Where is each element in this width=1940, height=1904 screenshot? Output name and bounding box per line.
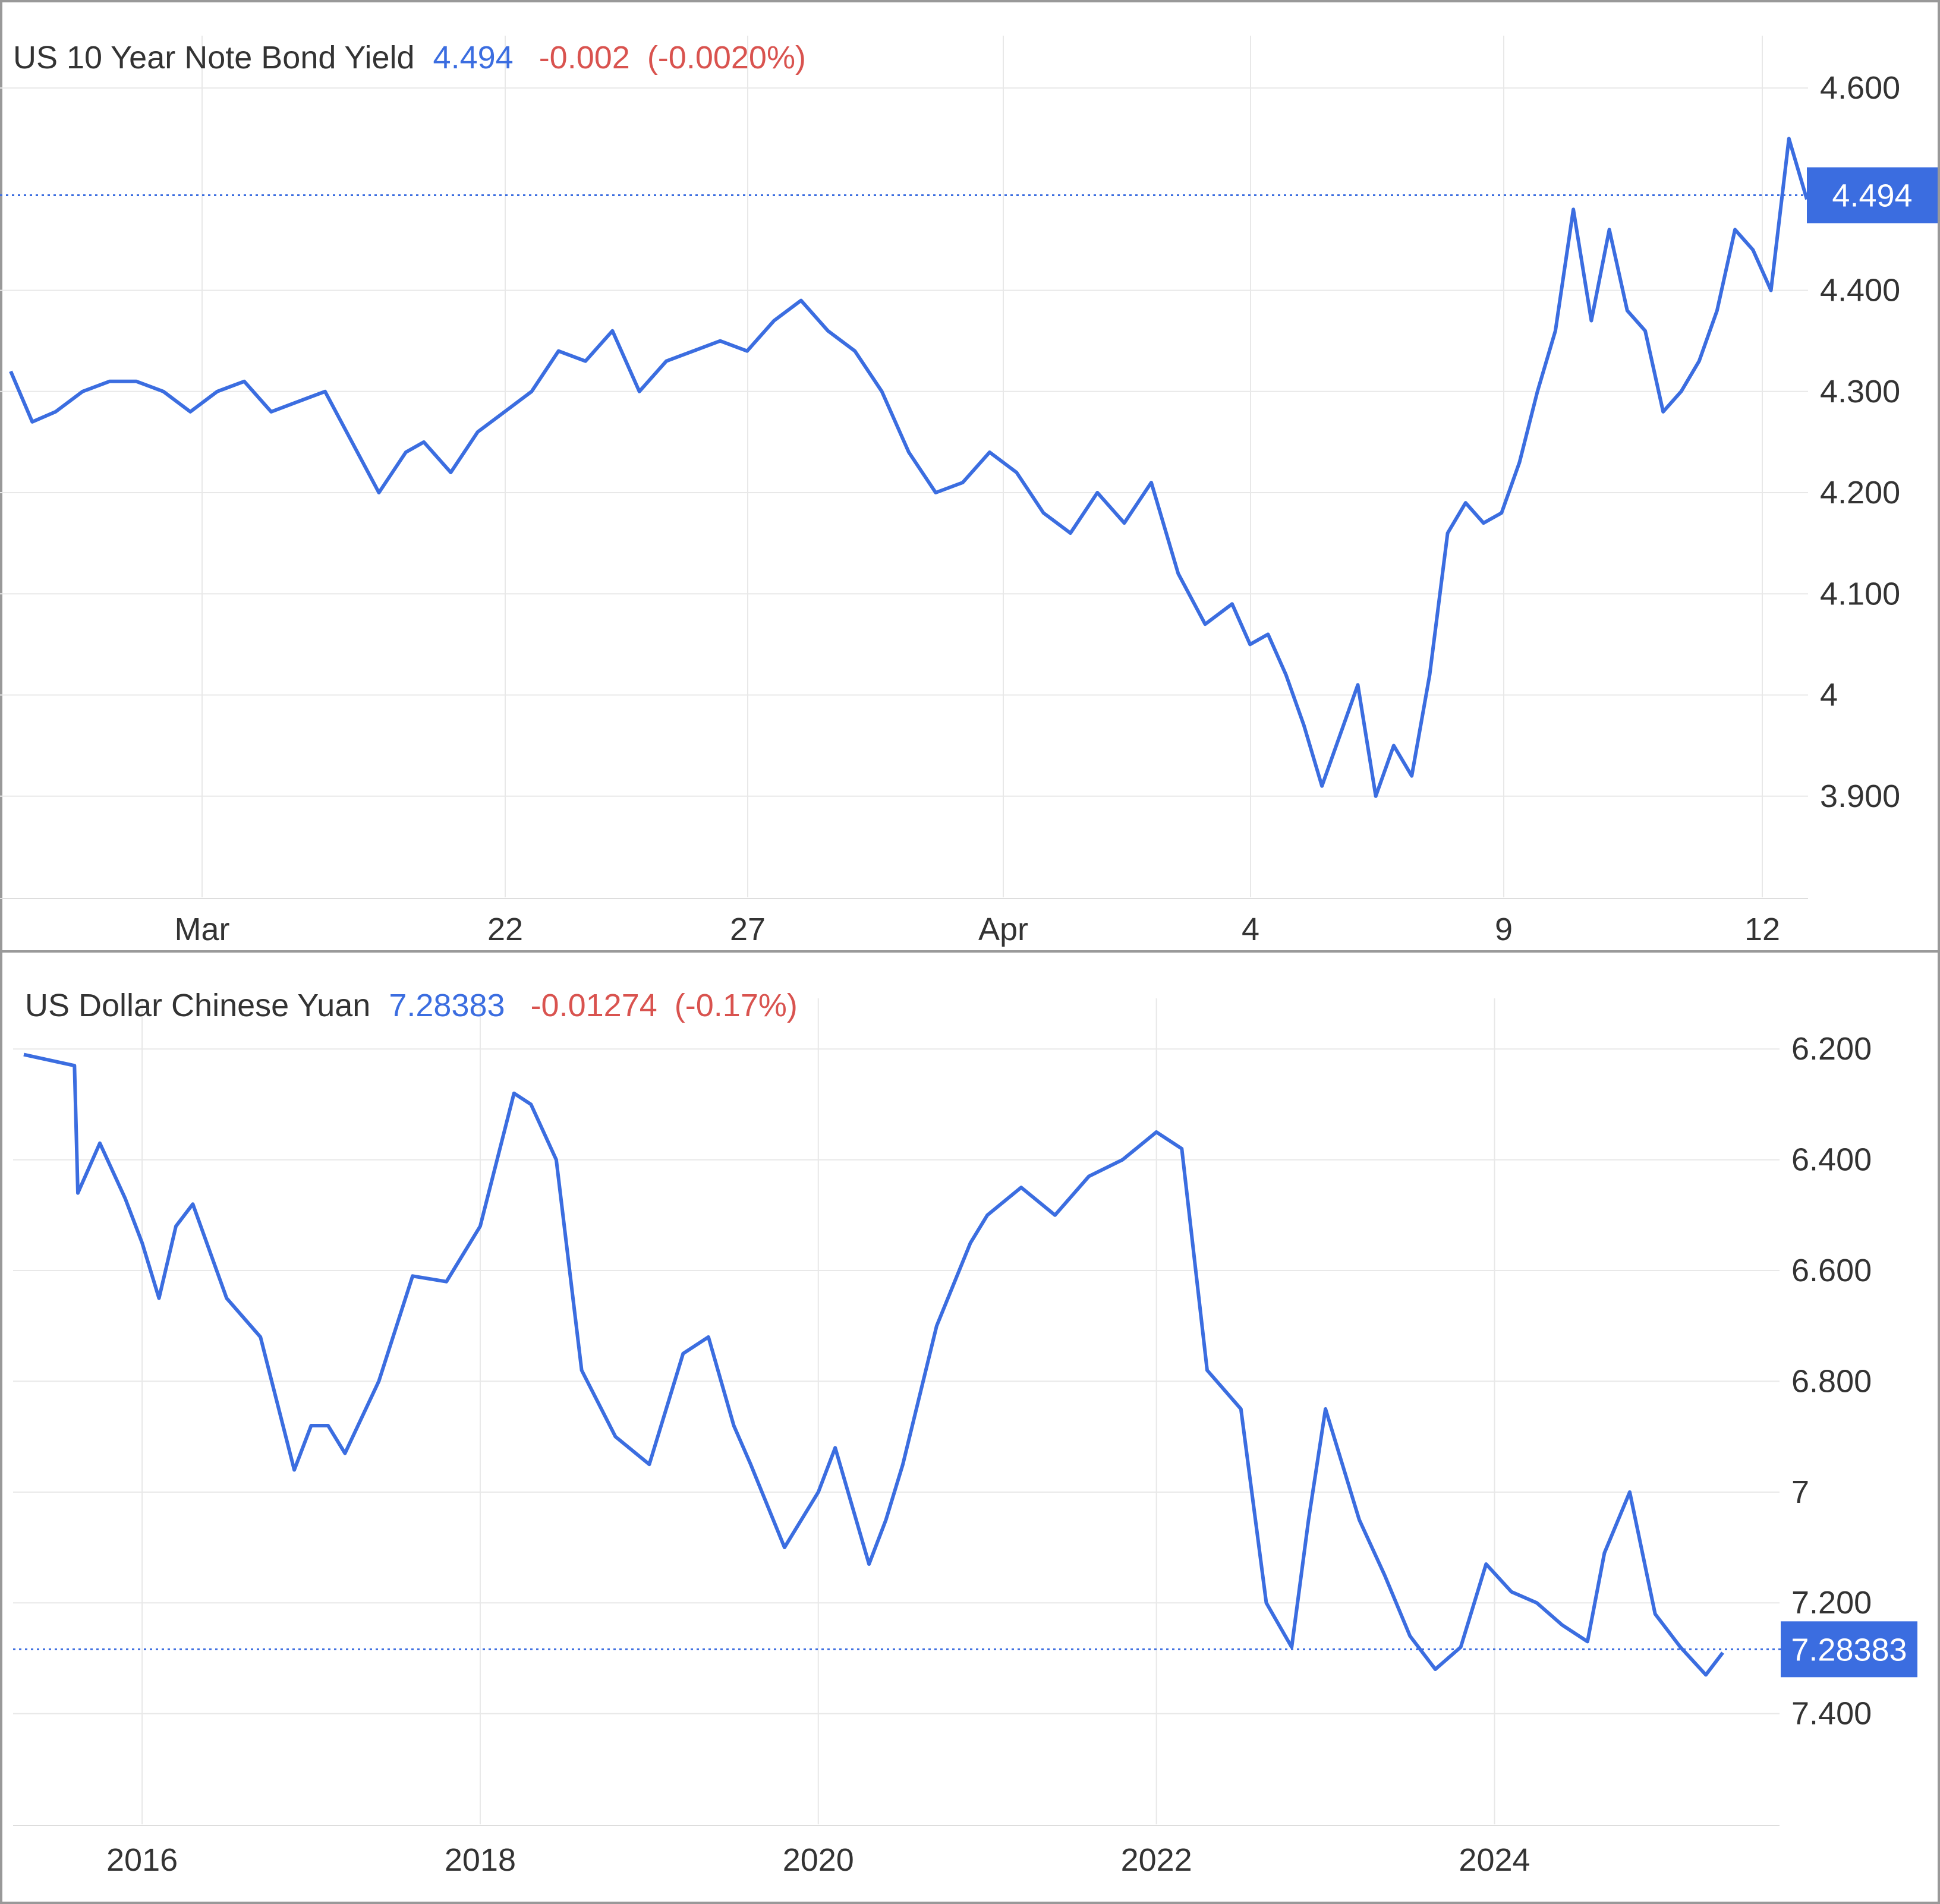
usdcny-last-price-label: 7.28383 (1791, 1632, 1907, 1667)
yield-x-tick-label: 27 (730, 912, 766, 947)
usdcny-y-tick-label: 7 (1791, 1474, 1809, 1510)
yield-y-tick-label: 4.200 (1820, 475, 1900, 510)
yield-y-tick-label: 4 (1820, 677, 1838, 713)
usdcny-x-tick-label: 2018 (445, 1842, 516, 1878)
yield-series-line (9, 137, 1809, 798)
yield-last-price-label: 4.494 (1832, 178, 1912, 214)
yield-y-tick-label: 4.600 (1820, 70, 1900, 106)
yield-x-tick-label: 4 (1242, 912, 1259, 947)
usdcny-y-tick-label: 6.400 (1791, 1142, 1872, 1178)
usdcny-x-tick-label: 2020 (783, 1842, 854, 1878)
yield-change: -0.002 (539, 40, 630, 75)
usdcny-series-line (23, 1052, 1724, 1677)
usdcny-last-price-badge (1781, 1621, 1917, 1678)
yield-x-tick-label: Apr (978, 912, 1028, 947)
yield-change-pct: (-0.0020%) (647, 40, 806, 75)
yield-price: 4.494 (433, 40, 514, 75)
usdcny-y-tick-label: 6.800 (1791, 1363, 1872, 1399)
usdcny-y-tick-label: 7.400 (1791, 1696, 1872, 1732)
usdcny-x-tick-label: 2022 (1121, 1842, 1192, 1878)
yield-x-tick-label: 22 (487, 912, 523, 947)
usdcny-x-axis: 2016 2018 2020 2022 2024 (106, 1842, 1530, 1878)
yield-y-tick-label: 3.900 (1820, 778, 1900, 814)
usdcny-header: US Dollar Chinese Yuan 7.28383 -0.01274 … (25, 988, 798, 1023)
yield-y-axis: 4.600 4.400 4.300 4.200 4.100 4 3.900 (1820, 70, 1900, 814)
usdcny-change-pct: (-0.17%) (675, 988, 798, 1023)
usdcny-title: US Dollar Chinese Yuan (25, 988, 370, 1023)
yield-chart-panel: Mar 22 27 Apr 4 9 12 4.600 4.400 4.300 4.200 4.100… (0, 36, 1938, 947)
yield-x-tick-label: 12 (1744, 912, 1780, 947)
yield-header: US 10 Year Note Bond Yield 4.494 -0.002 … (13, 40, 806, 75)
usdcny-change: -0.01274 (531, 988, 657, 1023)
usdcny-grid (13, 998, 1780, 1826)
yield-y-tick-label: 4.100 (1820, 576, 1900, 611)
usdcny-y-tick-label: 6.200 (1791, 1031, 1872, 1067)
yield-title: US 10 Year Note Bond Yield (13, 40, 415, 75)
usdcny-y-tick-label: 7.200 (1791, 1585, 1872, 1621)
usdcny-y-tick-label: 6.600 (1791, 1253, 1872, 1288)
usdcny-y-axis: 6.200 6.400 6.600 6.800 7 7.200 7.400 (1791, 1031, 1872, 1731)
usdcny-chart-panel: 2016 2018 2020 2022 2024 6.200 6.400 6.600 6.80… (13, 988, 1917, 1878)
yield-x-tick-label: 9 (1495, 912, 1513, 947)
yield-y-tick-label: 4.400 (1820, 273, 1900, 308)
yield-x-tick-label: Mar (175, 912, 230, 947)
yield-last-price-badge (1807, 167, 1938, 223)
usdcny-x-tick-label: 2016 (106, 1842, 178, 1878)
yield-x-axis: Mar 22 27 Apr 4 9 12 (175, 912, 1781, 947)
yield-grid (0, 36, 1808, 899)
usdcny-price: 7.28383 (389, 988, 505, 1023)
usdcny-x-tick-label: 2024 (1459, 1842, 1530, 1878)
yield-y-tick-label: 4.300 (1820, 374, 1900, 409)
